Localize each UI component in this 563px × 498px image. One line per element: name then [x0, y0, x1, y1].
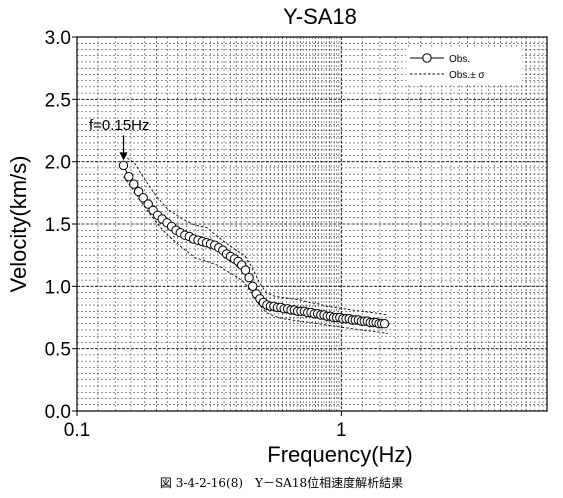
obs-point: [118, 160, 129, 171]
figure-caption: 図 3-4-2-16(8) Y－SA18位相速度解析結果: [159, 476, 404, 490]
y-tick-label: 0.0: [45, 402, 71, 423]
y-tick-label: 1.0: [45, 277, 71, 298]
obs-point: [248, 281, 258, 291]
obs-point: [138, 193, 148, 203]
grid: [76, 36, 548, 412]
sigma-upper-line: [123, 155, 388, 316]
y-tick-label: 2.5: [45, 90, 71, 111]
sigma-lower-line: [123, 176, 388, 335]
obs-point: [133, 186, 144, 197]
obs-point: [124, 171, 134, 182]
obs-point: [240, 265, 251, 275]
x-axis-label: Frequency(Hz): [267, 442, 412, 467]
y-axis: 0.0 0.5 1.0 1.5 2.0 2.5 3.0: [45, 28, 77, 423]
legend-obs-label: Obs.: [449, 54, 470, 65]
frequency-annotation: f=0.15Hz: [89, 117, 149, 161]
y-tick-label: 2.0: [45, 153, 71, 174]
obs-point: [129, 179, 139, 189]
obs-point: [244, 272, 254, 283]
obs-point: [379, 319, 390, 329]
legend: Obs. Obs.± σ: [406, 49, 522, 83]
y-tick-label: 1.5: [45, 215, 71, 236]
x-tick-label: 1: [336, 420, 347, 441]
chart-title: Y-SA18: [283, 4, 357, 29]
y-tick-label: 0.5: [45, 340, 71, 361]
y-tick-label: 3.0: [45, 28, 71, 49]
annotation-text: f=0.15Hz: [89, 117, 149, 134]
legend-sigma-label: Obs.± σ: [449, 70, 485, 81]
y-axis-label: Velocity(km/s): [6, 156, 31, 293]
x-tick-label: 0.1: [64, 420, 90, 441]
chart: Y-SA18 0.00.51.01.52.02.53.0 0.1 1 Veloci…: [6, 4, 548, 467]
obs-series: [118, 160, 390, 329]
obs-line: [123, 165, 385, 325]
x-axis: 0.1 1: [64, 411, 347, 441]
sigma-bands: [123, 155, 388, 335]
obs-point: [143, 199, 153, 209]
legend-obs-marker: [422, 53, 432, 63]
annotation-arrowhead: [119, 152, 128, 161]
